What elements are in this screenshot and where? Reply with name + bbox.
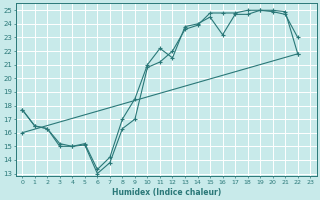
X-axis label: Humidex (Indice chaleur): Humidex (Indice chaleur) xyxy=(112,188,221,197)
